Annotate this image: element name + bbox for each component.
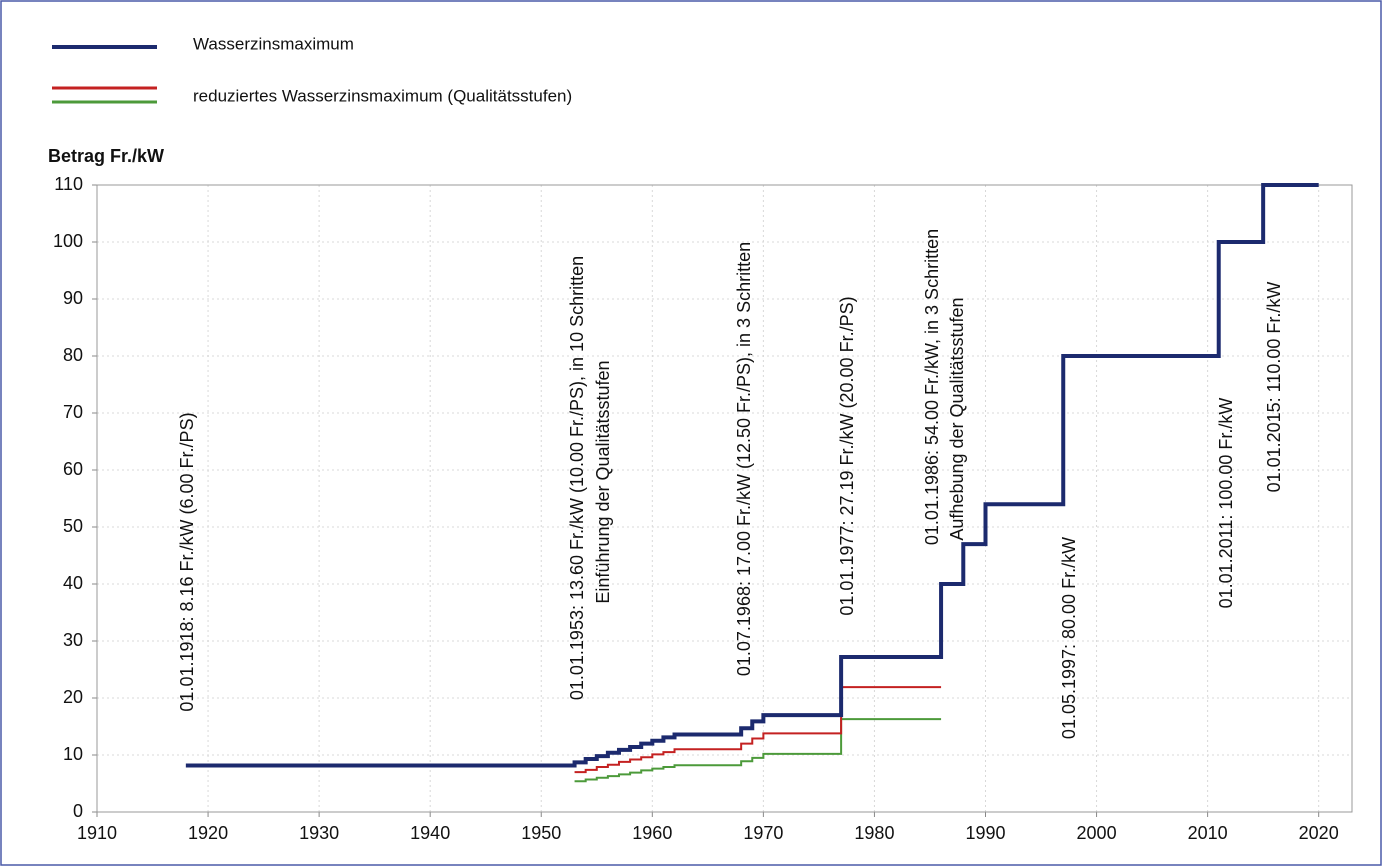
x-tick-label: 1980 <box>854 823 894 843</box>
y-tick-label: 80 <box>63 345 83 365</box>
annotation: Einführung der Qualitätsstufen <box>593 360 613 603</box>
x-tick-label: 2020 <box>1299 823 1339 843</box>
x-tick-label: 1930 <box>299 823 339 843</box>
legend-label: reduziertes Wasserzinsmaximum (Qualitäts… <box>193 86 572 105</box>
x-tick-label: 2000 <box>1077 823 1117 843</box>
annotation: 01.01.1977: 27.19 Fr./kW (20.00 Fr./PS) <box>837 296 857 615</box>
annotation: 01.01.1918: 8.16 Fr./kW (6.00 Fr./PS) <box>177 412 197 711</box>
y-tick-label: 30 <box>63 630 83 650</box>
y-tick-label: 10 <box>63 744 83 764</box>
annotation: Aufhebung der Qualitätsstufen <box>947 297 967 540</box>
annotation: 01.01.2015: 110.00 Fr./kW <box>1264 282 1284 493</box>
plot-frame <box>96 184 1353 813</box>
annotation: 01.01.1986: 54.00 Fr./kW, in 3 Schritten <box>922 229 942 545</box>
y-tick-label: 60 <box>63 459 83 479</box>
x-tick-label: 1970 <box>743 823 783 843</box>
y-tick-label: 40 <box>63 573 83 593</box>
y-tick-label: 100 <box>53 231 83 251</box>
legend-label: Wasserzinsmaximum <box>193 34 354 53</box>
x-tick-label: 1920 <box>188 823 228 843</box>
y-axis-label: Betrag Fr./kW <box>48 146 164 166</box>
series-line <box>574 718 942 783</box>
y-tick-label: 0 <box>73 801 83 821</box>
x-tick-label: 1910 <box>77 823 117 843</box>
series-line <box>185 183 1319 768</box>
series-line <box>574 686 942 774</box>
y-tick-label: 110 <box>54 174 83 194</box>
annotation: 01.01.1953: 13.60 Fr./kW (10.00 Fr./PS),… <box>567 256 587 700</box>
y-tick-label: 50 <box>63 516 83 536</box>
annotation: 01.05.1997: 80.00 Fr./kW <box>1059 537 1079 739</box>
x-tick-label: 2010 <box>1188 823 1228 843</box>
x-tick-label: 1960 <box>632 823 672 843</box>
y-tick-label: 70 <box>63 402 83 422</box>
x-tick-label: 1940 <box>410 823 450 843</box>
x-tick-label: 1950 <box>521 823 561 843</box>
annotation: 01.01.2011: 100.00 Fr./kW <box>1216 398 1236 609</box>
x-tick-label: 1990 <box>965 823 1005 843</box>
y-tick-label: 20 <box>63 687 83 707</box>
y-tick-label: 90 <box>63 288 83 308</box>
annotation: 01.07.1968: 17.00 Fr./kW (12.50 Fr./PS),… <box>734 242 754 676</box>
